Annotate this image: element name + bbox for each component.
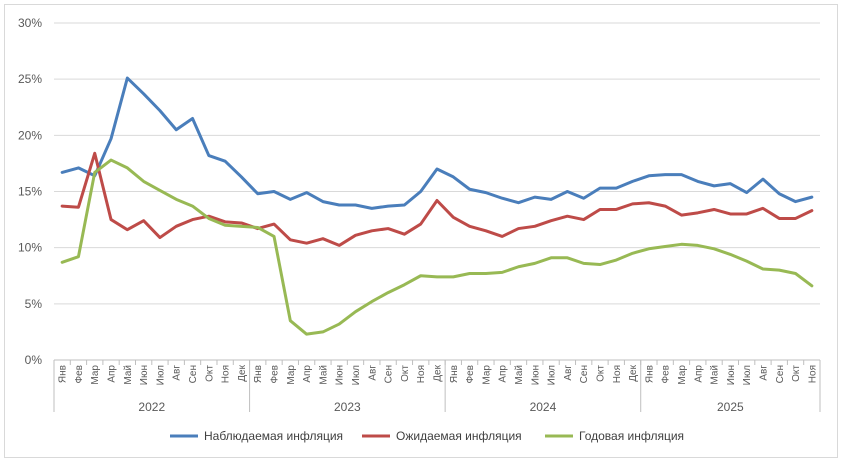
y-tick-label: 15% xyxy=(18,185,42,199)
y-tick-label: 0% xyxy=(25,353,43,367)
year-label: 2022 xyxy=(138,400,165,414)
y-tick-label: 10% xyxy=(18,241,42,255)
x-tick-label: Дек xyxy=(237,364,248,381)
y-axis: 0% 5% 10% 15% 20% 25% 30% xyxy=(18,16,42,367)
gridlines xyxy=(54,22,820,361)
x-tick-label: Ноя xyxy=(221,365,232,383)
x-tick-label: Апр xyxy=(302,365,313,383)
x-tick-label: Июл xyxy=(351,365,362,385)
x-tick-label: Сен xyxy=(188,365,199,383)
x-tick-label: Июл xyxy=(155,365,166,385)
y-tick-label: 5% xyxy=(25,297,43,311)
x-tick-label: Мар xyxy=(481,365,492,385)
x-tick-label: Авг xyxy=(758,365,769,381)
x-tick-label: Мар xyxy=(677,365,688,385)
x-tick-label: Авг xyxy=(367,365,378,381)
x-tick-label: Мар xyxy=(286,365,297,385)
x-tick-label: Фев xyxy=(465,365,476,383)
x-tick-label: Окт xyxy=(595,365,606,382)
x-tick-label: Май xyxy=(710,365,721,385)
series-lines xyxy=(60,76,814,336)
x-tick-label: Сен xyxy=(775,365,786,383)
series-line xyxy=(60,76,814,210)
year-label: 2023 xyxy=(334,400,361,414)
x-tick-label: Авг xyxy=(172,365,183,381)
x-tick-label: Янв xyxy=(644,365,655,383)
legend: Наблюдаемая инфляция Ожидаемая инфляция Го… xyxy=(170,429,684,443)
y-tick-label: 25% xyxy=(18,72,42,86)
legend-label: Годовая инфляция xyxy=(579,429,684,443)
x-tick-label: Ноя xyxy=(807,365,818,383)
y-tick-label: 30% xyxy=(18,16,42,30)
legend-label: Наблюдаемая инфляция xyxy=(204,429,343,443)
year-label: 2025 xyxy=(717,400,744,414)
x-tick-label: Янв xyxy=(58,365,69,383)
series-line xyxy=(60,158,814,336)
x-tick-label: Май xyxy=(514,365,525,385)
x-tick-label: Фев xyxy=(270,365,281,383)
x-tick-label: Авг xyxy=(563,365,574,381)
x-tick-label: Май xyxy=(318,365,329,385)
x-tick-label: Окт xyxy=(791,365,802,382)
x-tick-label: Фев xyxy=(661,365,672,383)
x-tick-label: Янв xyxy=(253,365,264,383)
x-tick-label: Сен xyxy=(384,365,395,383)
series-line xyxy=(60,151,814,247)
x-tick-label: Июл xyxy=(742,365,753,385)
x-tick-label: Ноя xyxy=(416,365,427,383)
x-tick-label: Янв xyxy=(449,365,460,383)
x-tick-label: Дек xyxy=(433,364,444,381)
year-label: 2024 xyxy=(530,400,557,414)
legend-label: Ожидаемая инфляция xyxy=(396,429,522,443)
x-tick-label: Апр xyxy=(107,365,118,383)
y-tick-label: 20% xyxy=(18,128,42,142)
x-tick-label: Май xyxy=(123,365,134,385)
x-tick-label: Сен xyxy=(579,365,590,383)
x-axis: Янв Фев Мар Апр Май Июн Июл Авг Сен Окт Ноя Дек Янв Ф… xyxy=(53,360,821,414)
x-tick-label: Июл xyxy=(547,365,558,385)
x-tick-label: Апр xyxy=(693,365,704,383)
x-tick-label: Окт xyxy=(204,365,215,382)
x-tick-label: Мар xyxy=(90,365,101,385)
x-tick-label: Июн xyxy=(530,365,541,385)
x-tick-label: Ноя xyxy=(612,365,623,383)
x-tick-label: Дек xyxy=(628,364,639,381)
x-tick-label: Июн xyxy=(335,365,346,385)
x-tick-label: Фев xyxy=(74,365,85,383)
x-tick-label: Окт xyxy=(400,365,411,382)
x-tick-label: Июн xyxy=(726,365,737,385)
x-tick-label: Апр xyxy=(498,365,509,383)
x-tick-label: Июн xyxy=(139,365,150,385)
